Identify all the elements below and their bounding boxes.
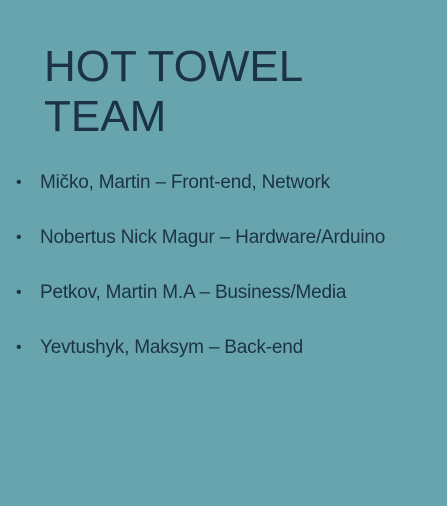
- list-item: • Yevtushyk, Maksym – Back-end: [0, 333, 447, 388]
- bullet-icon: •: [16, 284, 22, 301]
- slide-title: HOT TOWEL TEAM: [44, 42, 424, 142]
- bullet-icon: •: [16, 229, 22, 246]
- team-member-text: Yevtushyk, Maksym – Back-end: [40, 337, 303, 358]
- team-member-text: Mičko, Martin – Front-end, Network: [40, 172, 330, 193]
- slide-title-line-1: HOT TOWEL: [44, 42, 304, 91]
- bullet-icon: •: [16, 174, 22, 191]
- list-item: • Petkov, Martin M.A – Business/Media: [0, 278, 447, 333]
- list-item: • Mičko, Martin – Front-end, Network: [0, 168, 447, 223]
- team-member-text: Petkov, Martin M.A – Business/Media: [40, 282, 347, 303]
- slide-title-line-2: TEAM: [44, 92, 167, 141]
- team-member-text: Nobertus Nick Magur – Hardware/Arduino: [40, 227, 386, 248]
- bullet-icon: •: [16, 339, 22, 356]
- team-member-list: • Mičko, Martin – Front-end, Network • N…: [0, 168, 447, 388]
- list-item: • Nobertus Nick Magur – Hardware/Arduino: [0, 223, 447, 278]
